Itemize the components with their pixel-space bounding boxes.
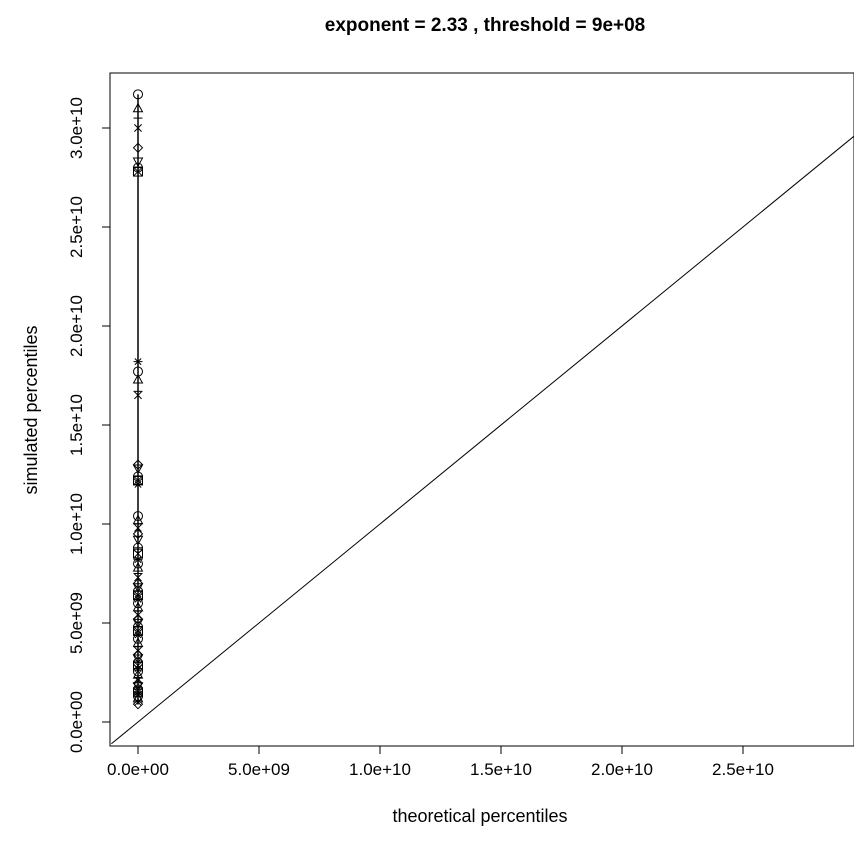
y-tick-label: 1.0e+10 — [67, 493, 86, 555]
data-point — [133, 558, 143, 569]
data-point — [132, 459, 144, 470]
y-tick-label: 0.0e+00 — [67, 691, 86, 753]
data-point — [132, 535, 144, 546]
x-tick-label: 2.0e+10 — [591, 760, 653, 779]
data-point — [132, 698, 144, 710]
data-point — [132, 142, 144, 154]
data-point — [132, 682, 144, 692]
data-point — [134, 524, 142, 532]
data-point — [132, 102, 144, 113]
plot-frame — [109, 72, 854, 747]
data-point — [133, 569, 143, 578]
data-point — [133, 586, 143, 597]
y-axis-title: simulated percentiles — [21, 325, 41, 494]
y-axis: 0.0e+00 5.0e+09 1.0e+10 1.5e+10 2.0e+10 2.5e+… — [67, 97, 111, 753]
y-tick-label: 2.0e+10 — [67, 295, 86, 357]
data-point — [133, 357, 143, 367]
data-point — [132, 528, 144, 540]
data-point — [133, 479, 143, 489]
data-point — [134, 573, 142, 582]
data-point — [133, 621, 143, 632]
y-tick-label: 1.5e+10 — [67, 394, 86, 456]
data-point — [133, 386, 143, 396]
data-point — [132, 464, 144, 475]
x-axis-title: theoretical percentiles — [392, 806, 567, 826]
y-tick-label: 5.0e+09 — [67, 592, 86, 654]
data-point — [132, 618, 144, 629]
data-point — [132, 373, 144, 384]
data-point — [133, 519, 143, 529]
x-axis: 0.0e+00 5.0e+09 1.0e+10 1.5e+10 2.0e+10 2.5e+… — [107, 745, 774, 779]
x-tick-label: 5.0e+09 — [228, 760, 290, 779]
data-point — [133, 471, 143, 482]
data-point — [132, 654, 144, 665]
x-tick-label: 1.0e+10 — [349, 760, 411, 779]
data-point — [133, 542, 143, 553]
chart-title: exponent = 2.33 , threshold = 9e+08 — [325, 15, 646, 36]
x-tick-label: 1.5e+10 — [470, 760, 532, 779]
reference-line — [111, 135, 854, 745]
data-point — [133, 366, 143, 377]
data-point — [133, 162, 143, 173]
x-tick-label: 2.5e+10 — [712, 760, 774, 779]
data-point — [133, 166, 143, 177]
data-point — [133, 89, 143, 100]
data-point — [134, 698, 142, 707]
data-point — [132, 583, 144, 593]
y-tick-label: 3.0e+10 — [67, 97, 86, 159]
plot-area — [111, 89, 854, 745]
x-tick-label: 0.0e+00 — [107, 760, 169, 779]
y-tick-label: 2.5e+10 — [67, 196, 86, 258]
data-point — [133, 664, 143, 674]
data-point — [133, 113, 143, 123]
data-point — [132, 157, 144, 168]
data-point — [134, 391, 142, 400]
data-point — [134, 124, 142, 132]
